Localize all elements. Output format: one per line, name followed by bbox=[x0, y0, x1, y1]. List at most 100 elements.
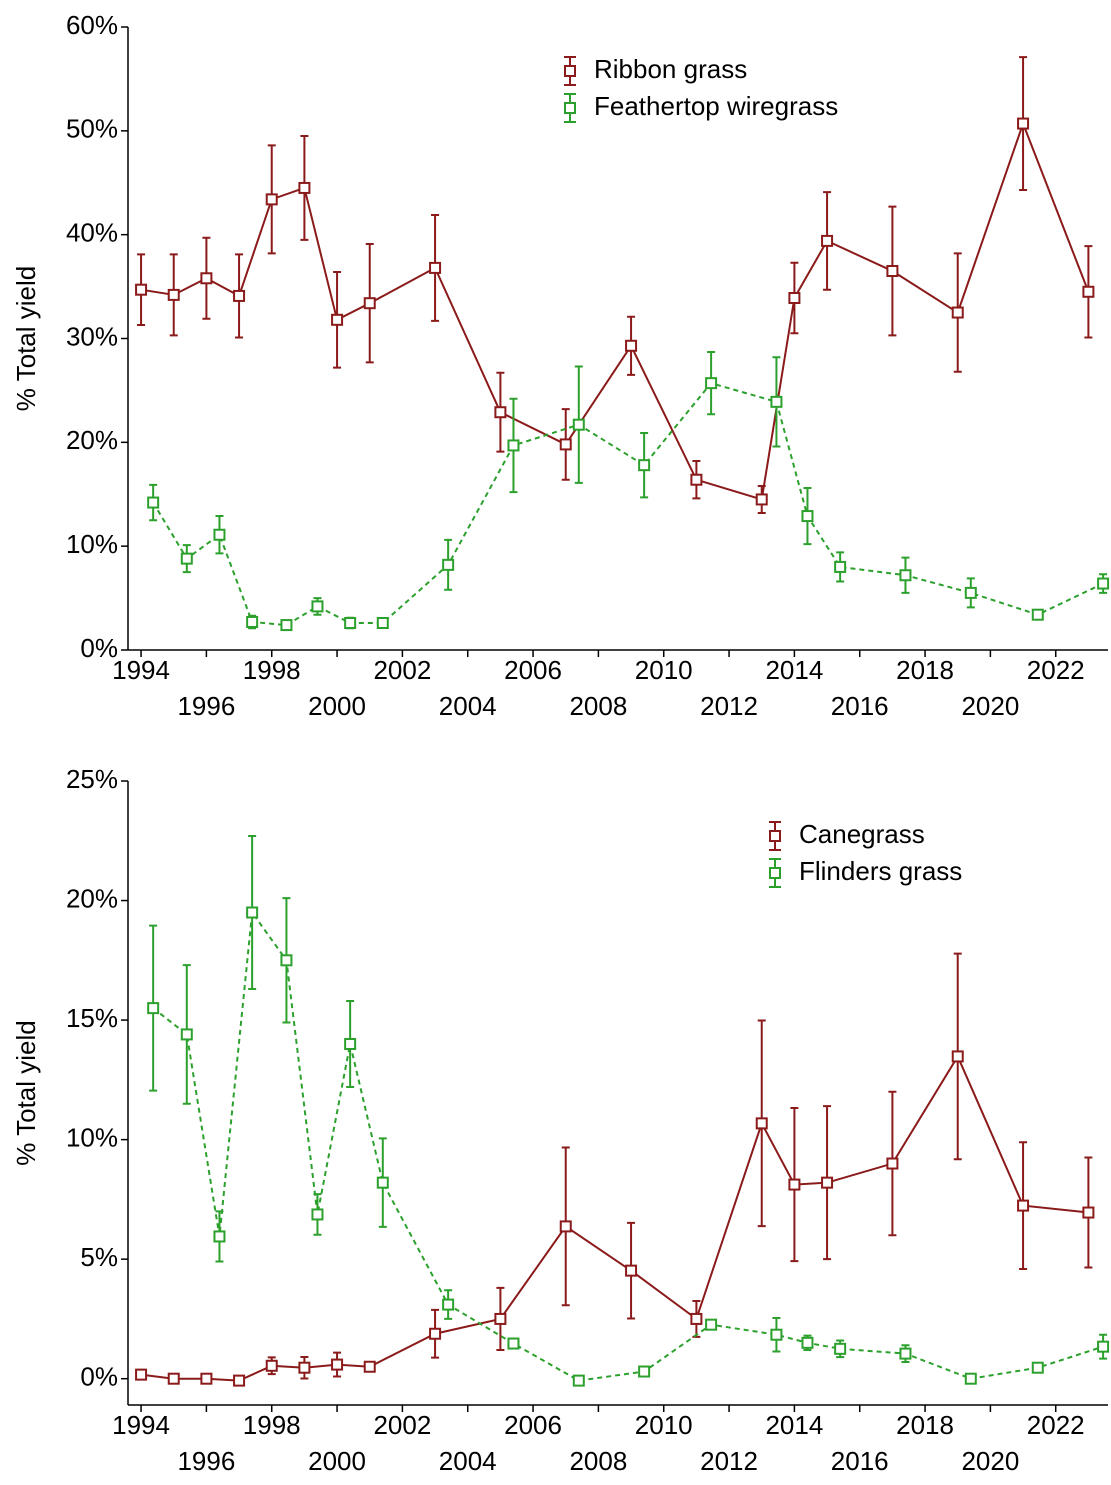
legend-label: Feathertop wiregrass bbox=[594, 91, 838, 121]
marker bbox=[1031, 608, 1044, 621]
x-tick-label: 2002 bbox=[373, 1410, 431, 1440]
marker bbox=[200, 272, 213, 285]
marker bbox=[1082, 1206, 1095, 1219]
marker bbox=[705, 377, 718, 390]
x-tick-label: 2016 bbox=[831, 1446, 889, 1476]
marker bbox=[1017, 1199, 1030, 1212]
marker bbox=[298, 181, 311, 194]
marker bbox=[821, 234, 834, 247]
y-axis-label: % Total yield bbox=[11, 1020, 41, 1166]
marker bbox=[298, 1361, 311, 1374]
marker bbox=[572, 1374, 585, 1387]
x-tick-label: 2012 bbox=[700, 691, 758, 721]
x-tick-label: 1994 bbox=[112, 1410, 170, 1440]
marker bbox=[429, 1327, 442, 1340]
marker bbox=[690, 473, 703, 486]
marker bbox=[964, 586, 977, 599]
marker bbox=[233, 289, 246, 302]
marker bbox=[331, 1358, 344, 1371]
marker bbox=[788, 1178, 801, 1191]
x-tick-label: 1998 bbox=[243, 1410, 301, 1440]
marker bbox=[801, 510, 814, 523]
series-line bbox=[140, 1054, 1089, 1382]
y-tick-label: 15% bbox=[66, 1003, 118, 1033]
marker bbox=[233, 1374, 246, 1387]
marker bbox=[559, 438, 572, 451]
marker bbox=[494, 406, 507, 419]
marker bbox=[363, 1360, 376, 1373]
y-tick-label: 5% bbox=[80, 1242, 118, 1272]
y-tick-label: 25% bbox=[66, 764, 118, 794]
marker bbox=[376, 617, 389, 630]
x-tick-label: 2004 bbox=[439, 691, 497, 721]
x-tick-label: 1998 bbox=[243, 655, 301, 685]
y-tick-label: 10% bbox=[66, 529, 118, 559]
x-tick-label: 2012 bbox=[700, 1446, 758, 1476]
legend-marker bbox=[769, 867, 781, 879]
marker bbox=[135, 283, 148, 296]
marker bbox=[1031, 1361, 1044, 1374]
y-tick-label: 0% bbox=[80, 633, 118, 663]
x-tick-label: 2006 bbox=[504, 1410, 562, 1440]
y-tick-label: 30% bbox=[66, 321, 118, 351]
series-line bbox=[152, 909, 1104, 1382]
marker bbox=[507, 439, 520, 452]
series-line bbox=[140, 120, 1090, 501]
marker bbox=[834, 1342, 847, 1355]
x-tick-label: 2018 bbox=[896, 655, 954, 685]
x-tick-label: 2000 bbox=[308, 1446, 366, 1476]
marker bbox=[213, 1230, 226, 1243]
y-tick-label: 20% bbox=[66, 425, 118, 455]
marker bbox=[1097, 577, 1110, 590]
marker bbox=[886, 1157, 899, 1170]
marker bbox=[167, 1372, 180, 1385]
marker bbox=[770, 1328, 783, 1341]
x-tick-label: 2008 bbox=[569, 1446, 627, 1476]
x-tick-label: 1996 bbox=[177, 1446, 235, 1476]
x-tick-label: 2022 bbox=[1027, 655, 1085, 685]
marker bbox=[180, 552, 193, 565]
marker bbox=[638, 1365, 651, 1378]
y-tick-label: 40% bbox=[66, 218, 118, 248]
series-line bbox=[152, 382, 1104, 627]
marker bbox=[886, 265, 899, 278]
x-tick-label: 2020 bbox=[961, 1446, 1019, 1476]
x-tick-label: 2016 bbox=[831, 691, 889, 721]
marker bbox=[638, 459, 651, 472]
y-axis-label: % Total yield bbox=[11, 266, 41, 412]
marker bbox=[964, 1372, 977, 1385]
legend-marker bbox=[564, 102, 576, 114]
y-tick-label: 0% bbox=[80, 1362, 118, 1392]
legend-marker bbox=[564, 65, 576, 77]
marker bbox=[1017, 117, 1030, 130]
legend-marker bbox=[769, 830, 781, 842]
x-tick-label: 2022 bbox=[1027, 1410, 1085, 1440]
x-tick-label: 2020 bbox=[961, 691, 1019, 721]
marker bbox=[572, 418, 585, 431]
x-tick-label: 1994 bbox=[112, 655, 170, 685]
x-tick-label: 2008 bbox=[569, 691, 627, 721]
x-tick-label: 2018 bbox=[896, 1410, 954, 1440]
marker bbox=[690, 1312, 703, 1325]
marker bbox=[442, 1298, 455, 1311]
y-tick-label: 10% bbox=[66, 1122, 118, 1152]
marker bbox=[265, 193, 278, 206]
marker bbox=[147, 496, 160, 509]
marker bbox=[246, 906, 259, 919]
marker bbox=[1097, 1340, 1110, 1353]
marker bbox=[429, 261, 442, 274]
marker bbox=[442, 558, 455, 571]
marker bbox=[344, 1037, 357, 1050]
y-tick-label: 60% bbox=[66, 10, 118, 40]
marker bbox=[265, 1359, 278, 1372]
y-tick-label: 50% bbox=[66, 114, 118, 144]
marker bbox=[147, 1002, 160, 1015]
marker bbox=[801, 1336, 814, 1349]
marker bbox=[951, 306, 964, 319]
legend-label: Flinders grass bbox=[799, 856, 962, 886]
x-tick-label: 2000 bbox=[308, 691, 366, 721]
x-tick-label: 2010 bbox=[635, 1410, 693, 1440]
